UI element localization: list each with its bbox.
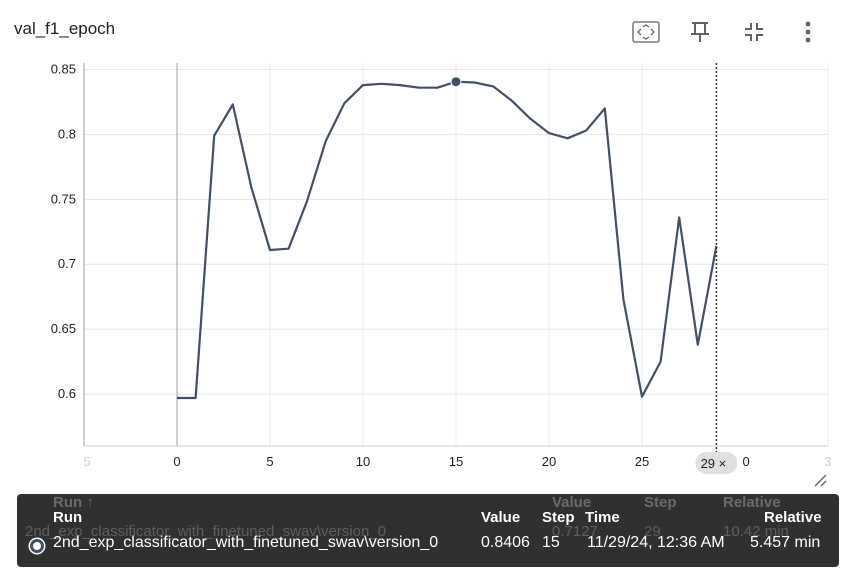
row-run: 2nd_exp_classificator_with_finetuned_swa… (53, 534, 439, 551)
collapse-icon (745, 23, 763, 41)
x-tick-label: 5 (266, 454, 273, 469)
x-tick-label: 0 (173, 454, 180, 469)
row-step: 15 (542, 534, 560, 551)
chart-title: val_f1_epoch (14, 19, 116, 38)
more-vert-icon (805, 21, 811, 43)
ghost-row-value: 0.7127 (552, 523, 598, 540)
y-tick-label: 0.75 (51, 191, 76, 206)
header-run: Run (53, 509, 83, 526)
header-value: Value (481, 509, 521, 526)
row-time: 11/29/24, 12:36 AM (587, 534, 725, 551)
resize-handle-icon[interactable] (812, 472, 828, 488)
y-tick-label: 0.7 (58, 256, 76, 271)
card-toolbar (619, 14, 835, 50)
ghost-row-run: 2nd_exp_classificator_with_finetuned_swa… (25, 523, 387, 540)
y-tick-label: 0.6 (58, 386, 76, 401)
x-tick-label: 15 (449, 454, 463, 469)
highlight-point (450, 76, 462, 88)
pin-icon (691, 22, 709, 42)
y-tick-label: 0.85 (51, 61, 76, 76)
ghost-header-run: Run ↑ (53, 494, 94, 511)
collapse-button[interactable] (727, 14, 781, 50)
row-relative: 5.457 min (750, 534, 821, 551)
cursor-badge (695, 452, 738, 474)
series-line (177, 80, 718, 400)
line-chart[interactable]: 0.6 0.65 0.7 0.75 0.8 0.85 0 5 10 15 20 25 5 0 3 29 × (0, 55, 843, 490)
header-step: Step (542, 509, 575, 526)
x-tick-label-faded: 3 (824, 454, 831, 469)
x-tick-label-faded: 5 (83, 454, 90, 469)
x-tick-label: 25 (635, 454, 649, 469)
header-relative: Relative (764, 509, 822, 526)
header-time: Time (585, 509, 620, 526)
ghost-header-relative: Relative (723, 494, 781, 511)
x-tick-label: 20 (542, 454, 556, 469)
cursor-badge-label: 29 × (701, 456, 727, 471)
fit-domain-button[interactable] (619, 14, 673, 50)
fit-to-data-icon (632, 21, 660, 43)
x-tick-label: 10 (356, 454, 370, 469)
more-options-button[interactable] (781, 14, 835, 50)
x-tick-label-faded: 0 (743, 454, 750, 469)
tooltip-table: Run ↑ Value Step Relative 2nd_exp_classi… (17, 494, 839, 567)
ghost-header-value: Value (552, 494, 592, 511)
ghost-row-step: 29 (644, 523, 661, 540)
ghost-row-relative: 10.42 min (723, 523, 789, 540)
y-tick-label: 0.65 (51, 321, 76, 336)
y-tick-label: 0.8 (58, 126, 76, 141)
run-color-swatch (30, 539, 44, 553)
pin-button[interactable] (673, 14, 727, 50)
ghost-header-step: Step (644, 494, 677, 511)
row-value: 0.8406 (481, 534, 530, 551)
